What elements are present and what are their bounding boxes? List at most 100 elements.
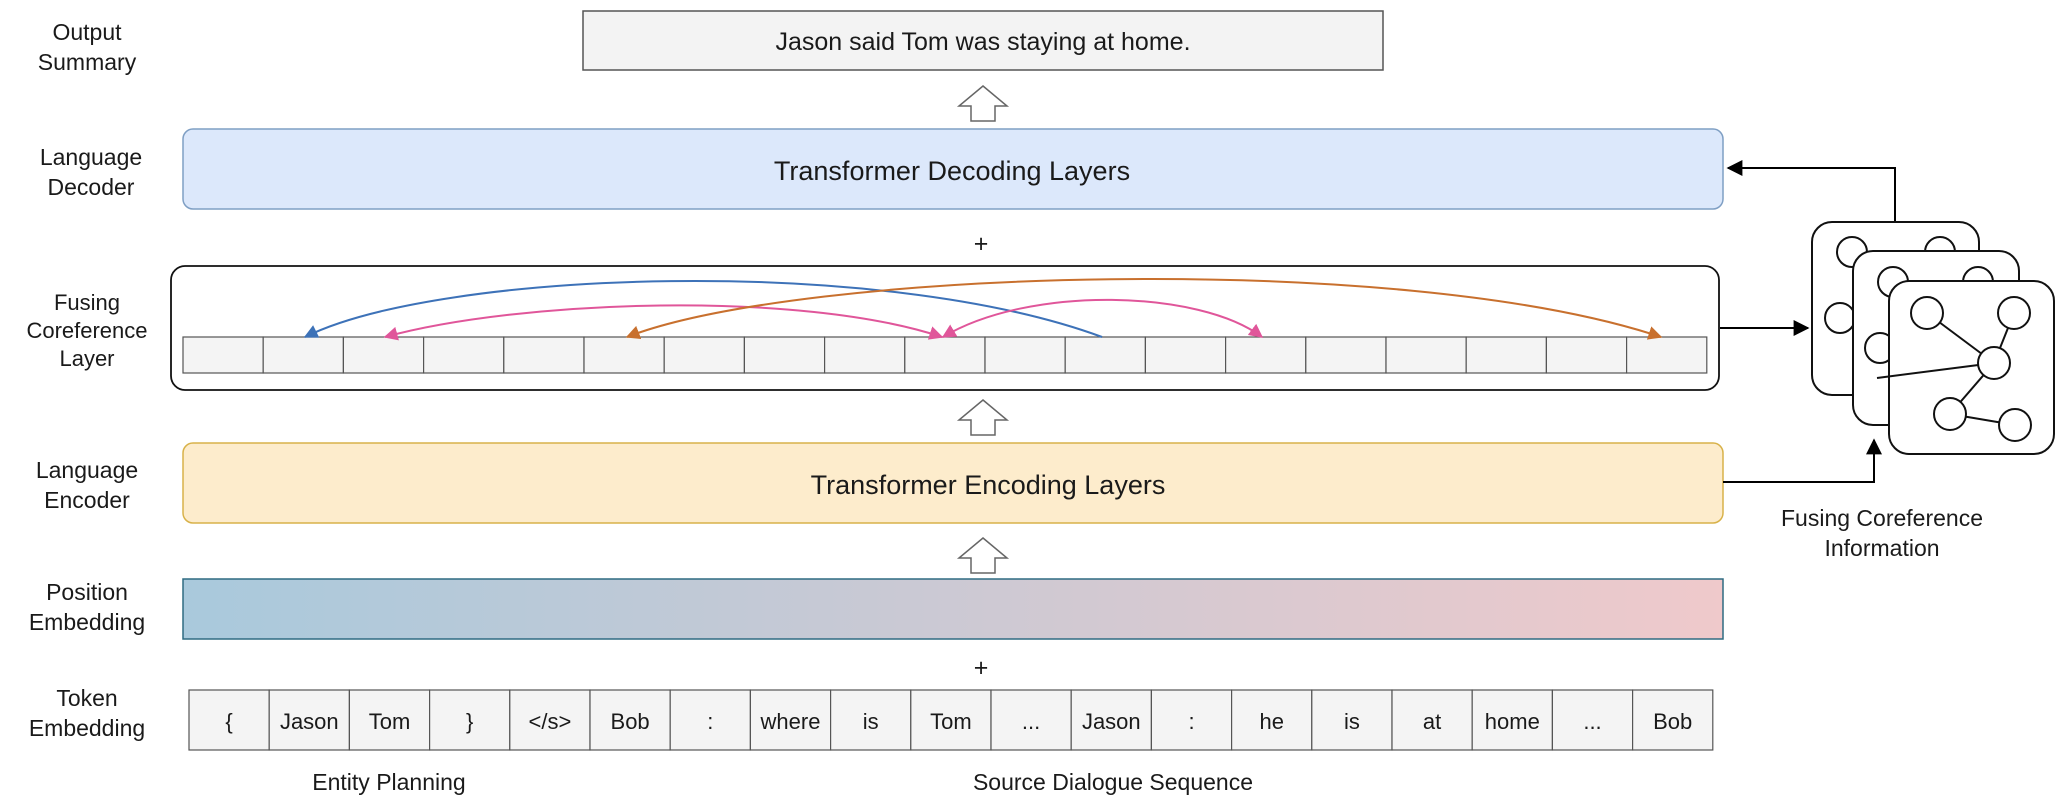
token-label: ...: [1583, 709, 1601, 734]
coref-arc-pink: [383, 304, 944, 341]
token-label: Jason: [1082, 709, 1141, 734]
encoder-label: Transformer Encoding Layers: [811, 470, 1166, 500]
row-label-line: Layer: [59, 346, 114, 371]
plus-sign: +: [974, 654, 989, 682]
token-cell: Bob: [589, 689, 671, 751]
graph-node: [1977, 346, 2011, 380]
row-label-line: Summary: [38, 49, 137, 75]
token-cell: home: [1471, 689, 1553, 751]
row-label-line: Language: [40, 144, 142, 170]
token-cell: is: [1311, 689, 1393, 751]
row-label-fusing-coreference-layer: Fusing Coreference Layer: [26, 290, 147, 371]
token-cell: {: [188, 689, 270, 751]
token-label: he: [1259, 709, 1283, 734]
fusing-cell: [583, 336, 665, 374]
token-cell: ...: [990, 689, 1072, 751]
token-cell: Jason: [1070, 689, 1152, 751]
output-summary-text: Jason said Tom was staying at home.: [775, 28, 1190, 56]
token-label: Tom: [930, 709, 972, 734]
row-label-line: Embedding: [29, 609, 145, 635]
token-cell: :: [1150, 689, 1233, 751]
row-label-line: Output: [52, 19, 122, 45]
token-label: Bob: [1653, 709, 1692, 734]
fusing-cell: [904, 336, 986, 374]
fusing-cell: [1144, 336, 1227, 374]
fusing-cell: [1305, 336, 1387, 374]
graph-node: [1998, 408, 2032, 442]
token-label: at: [1423, 709, 1441, 734]
row-label-line: Language: [36, 457, 138, 483]
token-cell: where: [749, 689, 832, 751]
graph-node: [1824, 302, 1856, 334]
coref-arc-pink: [941, 298, 1264, 338]
token-label: :: [1188, 709, 1194, 734]
fusing-cell: [342, 336, 425, 374]
graph-node: [1997, 296, 2031, 330]
graph-to-decoder-arrow: [1726, 160, 1896, 222]
fusing-cell: [1385, 336, 1467, 374]
up-arrow-icon: [956, 537, 1010, 574]
token-label: {: [225, 709, 232, 734]
row-label-line: Token: [56, 685, 117, 711]
row-label-output-summary: Output Summary: [38, 19, 137, 75]
fusing-cell: [663, 336, 746, 374]
token-label: }: [466, 709, 473, 734]
token-cell: at: [1391, 689, 1473, 751]
output-summary-box: [582, 10, 1384, 71]
token-cell: :: [669, 689, 752, 751]
row-label-line: Encoder: [44, 487, 130, 513]
plus-sign: +: [974, 230, 989, 258]
token-label: Bob: [611, 709, 650, 734]
fusing-cell: [182, 336, 264, 374]
row-label-language-decoder: Language Decoder: [40, 144, 142, 200]
token-cell: ...: [1551, 689, 1634, 751]
row-label-line: Embedding: [29, 715, 145, 741]
fusing-cell: [823, 336, 906, 374]
source-dialogue-label: Source Dialogue Sequence: [973, 769, 1253, 795]
row-label-token-embedding: Token Embedding: [29, 685, 145, 741]
position-embedding-bar: [182, 578, 1724, 640]
graph-caption-line: Information: [1824, 535, 1939, 561]
row-label-line: Fusing: [54, 290, 120, 315]
coref-arc-orange: [625, 278, 1663, 340]
fusing-cell: [1224, 336, 1307, 374]
token-cell: Bob: [1631, 689, 1714, 751]
fusing-cell: [423, 336, 505, 374]
up-arrow-icon: [956, 399, 1010, 436]
graph-node: [1910, 296, 1944, 330]
fusing-cell: [1064, 336, 1146, 374]
decoder-box: [182, 128, 1724, 210]
token-label: is: [1344, 709, 1360, 734]
token-embedding-row: {Jason Tom} </s> Bob: where is Tom... Jason: he i…: [188, 689, 1714, 751]
row-label-line: Decoder: [48, 174, 135, 200]
fusing-cell: [1465, 336, 1547, 374]
token-label: Tom: [369, 709, 411, 734]
decoder-label: Transformer Decoding Layers: [774, 156, 1130, 186]
coref-arc-blue: [303, 279, 1103, 338]
coreference-graph-stack: [1811, 221, 2055, 455]
row-label-line: Position: [46, 579, 128, 605]
fusing-layer-cells: [182, 336, 1708, 374]
token-label: home: [1485, 709, 1540, 734]
encoder-to-graph-arrow: [1723, 438, 1882, 483]
coreference-arcs: [303, 278, 1663, 341]
up-arrow-icon: [956, 85, 1010, 122]
row-label-line: Coreference: [26, 318, 147, 343]
graph-node: [1933, 397, 1967, 431]
row-label-position-embedding: Position Embedding: [29, 579, 145, 635]
fusing-cell: [984, 336, 1066, 374]
token-label: Jason: [280, 709, 339, 734]
entity-planning-label: Entity Planning: [312, 769, 465, 795]
fusing-cell: [743, 336, 826, 374]
fusing-cell: [262, 336, 345, 374]
token-cell: is: [829, 689, 912, 751]
token-cell: }: [429, 689, 511, 751]
token-cell: he: [1230, 689, 1313, 751]
token-cell: Tom: [348, 689, 431, 751]
fusing-cell: [1545, 336, 1628, 374]
token-label: is: [863, 709, 879, 734]
token-label: </s>: [528, 709, 571, 734]
fusing-cell: [503, 336, 585, 374]
row-label-language-encoder: Language Encoder: [36, 457, 138, 513]
